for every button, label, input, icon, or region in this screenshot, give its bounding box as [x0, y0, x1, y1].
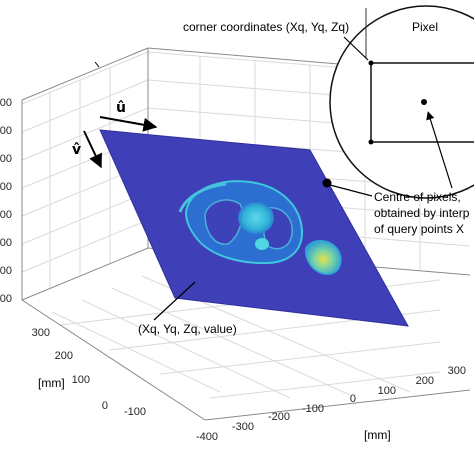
- limb: [305, 240, 342, 275]
- u-vector-arrow: [99, 116, 158, 132]
- pixel-centre-dot: [421, 99, 427, 105]
- x-tick-label: 100: [378, 385, 396, 397]
- corner-coordinates-label: corner coordinates (Xq, Yq, Zq): [183, 20, 349, 34]
- pixel-corner-dot-bottom: [368, 139, 374, 145]
- x-tick-label: -300: [232, 421, 254, 433]
- y-tick-label: 100: [72, 374, 90, 386]
- z-tick-label: 00: [0, 293, 12, 305]
- spine: [255, 238, 269, 250]
- y-tick-label: 200: [55, 350, 73, 362]
- heart: [238, 202, 274, 234]
- centre-label-line3: of query points X: [374, 222, 464, 236]
- v-vector-label: v̂: [72, 142, 81, 158]
- u-vector-label: û: [116, 100, 126, 116]
- z-tick-label: 00: [0, 209, 12, 221]
- pixel-corner-dot: [368, 60, 374, 66]
- z-tick-label: 00: [0, 125, 12, 137]
- x-tick-label: 0: [350, 393, 356, 405]
- y-tick-label: -100: [124, 406, 146, 418]
- y-tick-labels: 300 200 100 0 -100: [32, 327, 146, 418]
- axis-frame: [21, 47, 471, 421]
- z-tick-label: 00: [0, 265, 12, 277]
- v-vector-arrow: [83, 130, 102, 169]
- centre-label-line1: Centre of pixels,: [374, 190, 461, 204]
- y-unit-label: [mm]: [38, 376, 65, 390]
- ct-image: [178, 180, 342, 275]
- point-value-leader: [153, 281, 196, 321]
- pixel-square: [370, 62, 474, 143]
- corner-leader-line: [343, 36, 369, 61]
- x-tick-label: -200: [268, 411, 290, 423]
- plane-point-leader: [329, 184, 373, 197]
- y-tick-label: 0: [102, 400, 108, 412]
- z-tick-label: 00: [0, 237, 12, 249]
- x-unit-label: [mm]: [364, 428, 391, 442]
- x-tick-labels: -400 -300 -200 -100 0 100 200 300: [196, 365, 466, 443]
- centre-leader-line: [426, 111, 453, 189]
- x-tick-label: 200: [416, 375, 434, 387]
- x-tick-label: -100: [302, 403, 324, 415]
- stray-mark: [94, 61, 100, 68]
- x-tick-label: -400: [196, 431, 218, 443]
- anterior-arc: [178, 182, 227, 213]
- z-tick-label: 00: [0, 153, 12, 165]
- centre-label-line2: obtained by interp: [374, 206, 470, 220]
- plane-edge-point: [322, 178, 332, 188]
- x-tick-label: 300: [448, 365, 466, 377]
- pixel-zoom-circle: [329, 5, 474, 199]
- y-tick-label: 300: [32, 327, 50, 339]
- pixel-title: Pixel: [412, 20, 438, 34]
- z-tick-label: 100: [0, 97, 12, 109]
- point-value-label: (Xq, Yq, Zq, value): [138, 322, 237, 336]
- z-tick-labels: 100 00 00 00 00 00 00 00: [0, 97, 12, 305]
- z-tick-label: 00: [0, 181, 12, 193]
